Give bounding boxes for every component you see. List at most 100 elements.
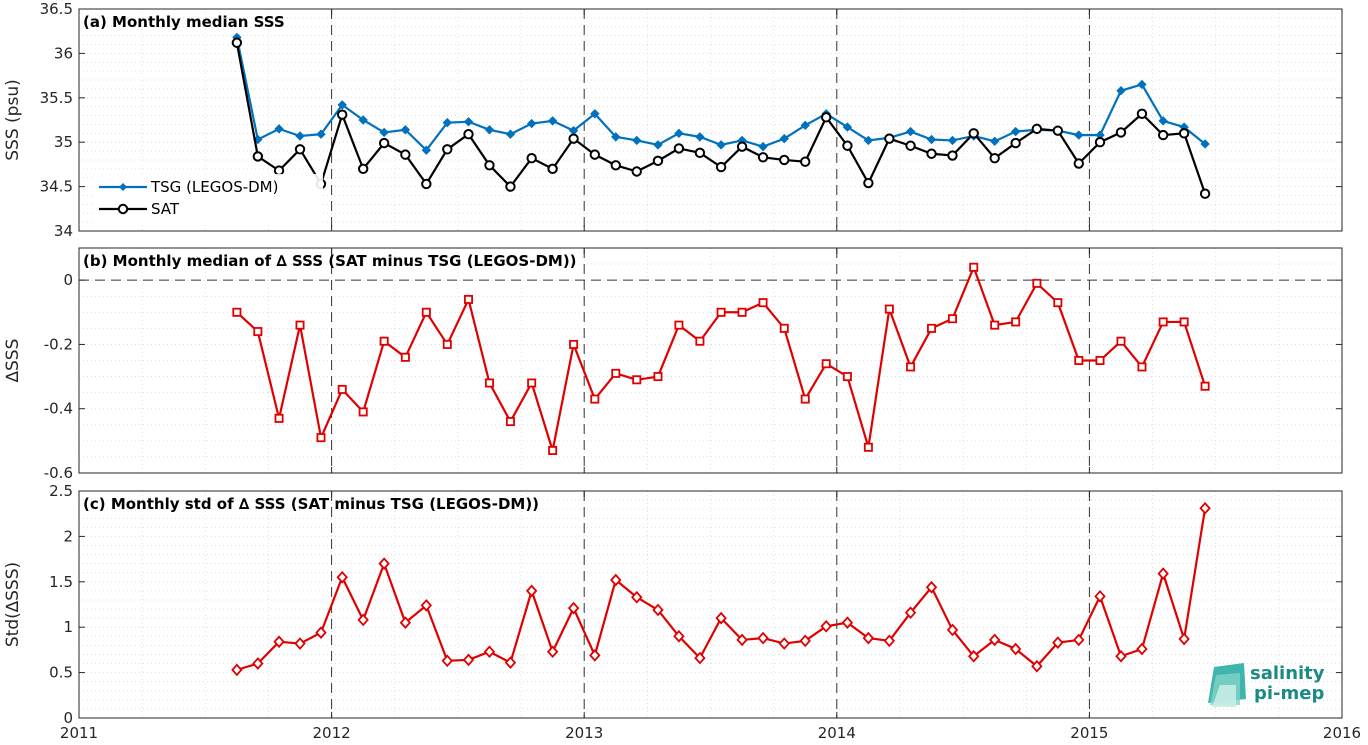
data-point <box>1073 633 1085 647</box>
data-point <box>906 362 916 372</box>
data-point <box>652 155 664 167</box>
panel-title: (b) Monthly median of ∆ SSS (SAT minus T… <box>83 252 577 270</box>
y-tick-label: 0.5 <box>49 664 73 682</box>
data-point <box>716 140 726 150</box>
data-point <box>926 134 937 145</box>
data-point <box>484 378 494 388</box>
data-point <box>1052 125 1064 136</box>
y-axis-label: SSS (psu) <box>3 79 23 160</box>
x-tick-label: 2012 <box>313 724 351 742</box>
data-point <box>1116 85 1126 96</box>
data-point <box>631 166 642 177</box>
data-point <box>925 580 938 594</box>
data-point <box>1137 79 1147 90</box>
legend-label: SAT <box>151 200 180 218</box>
data-point <box>820 619 832 633</box>
data-point <box>1053 298 1063 308</box>
data-point <box>969 262 979 272</box>
data-point <box>337 109 348 120</box>
data-point <box>1178 632 1190 646</box>
data-point <box>358 407 368 417</box>
data-point <box>1009 642 1022 656</box>
data-point <box>590 109 600 119</box>
y-tick-label: 0 <box>63 709 73 727</box>
data-point <box>968 128 979 139</box>
data-point <box>231 37 243 48</box>
panel-b: -0.6 -0.4 -0.2 0 (b) Monthly median of ∆ SSS… <box>3 247 1343 482</box>
data-point <box>1116 336 1126 346</box>
x-tick-label: 2011 <box>60 724 98 742</box>
data-point <box>547 116 558 126</box>
y-tick-label: 0 <box>63 271 73 289</box>
data-point <box>505 417 515 427</box>
data-point <box>800 394 810 404</box>
panel-c: 0 0.5 1 1.5 2 2.5 2011 2012 2013 2014 2015 2016 (c) … <box>3 482 1361 742</box>
data-point <box>947 135 958 146</box>
y-axis-label: ∆SSS <box>3 339 23 384</box>
data-point <box>779 154 790 166</box>
data-point <box>905 126 916 137</box>
data-point <box>863 442 873 452</box>
data-point <box>1073 158 1084 169</box>
data-point <box>1136 642 1148 656</box>
data-point <box>1157 567 1169 580</box>
data-point <box>421 178 432 190</box>
data-point <box>884 304 894 314</box>
data-point <box>357 613 369 627</box>
data-point <box>695 132 705 142</box>
data-point <box>1031 123 1043 135</box>
logo-line2: pi-mep <box>1254 683 1324 704</box>
panel-a: 34 34.5 35 35.5 36 36.5 (a) Monthly median SSS… <box>3 0 1343 240</box>
data-point <box>736 633 748 647</box>
data-point <box>421 307 431 317</box>
data-point <box>1137 362 1147 372</box>
data-point <box>715 161 727 173</box>
data-point <box>547 163 558 175</box>
data-point <box>295 320 305 330</box>
y-tick-label: 35.5 <box>40 89 73 107</box>
data-point <box>863 135 874 146</box>
y-tick-label: -0.6 <box>44 464 73 482</box>
data-point <box>337 100 347 110</box>
data-point <box>799 634 811 648</box>
data-point <box>295 131 305 141</box>
data-point <box>569 339 579 349</box>
y-tick-label: 1.5 <box>49 573 73 591</box>
data-point <box>273 635 285 649</box>
panel-title: (a) Monthly median SSS <box>83 13 285 31</box>
data-point <box>441 654 454 668</box>
data-point <box>252 151 264 162</box>
data-point <box>232 307 242 317</box>
data-point <box>694 651 706 665</box>
data-point <box>757 631 769 645</box>
data-point <box>842 140 853 151</box>
data-point <box>1178 128 1190 139</box>
data-point <box>800 156 811 167</box>
data-point <box>1095 355 1105 365</box>
data-point <box>674 320 684 330</box>
data-point <box>463 129 474 140</box>
data-point <box>1094 137 1106 148</box>
data-point <box>715 611 727 625</box>
data-point <box>779 323 789 333</box>
data-point <box>988 633 1001 647</box>
y-tick-label: 2 <box>63 527 73 545</box>
data-point <box>336 570 348 584</box>
data-point <box>631 590 643 604</box>
data-point <box>357 163 369 175</box>
y-tick-label: 34.5 <box>40 178 73 196</box>
data-point <box>758 141 768 152</box>
salinity-pimep-logo: salinity pi-mep <box>1208 663 1325 707</box>
data-point <box>632 135 642 146</box>
data-point <box>379 127 389 138</box>
y-axis-label: Std(∆SSS) <box>3 562 23 647</box>
data-point <box>1074 355 1084 365</box>
data-point <box>399 616 412 630</box>
data-point <box>927 323 937 333</box>
data-point <box>1052 636 1064 649</box>
data-point <box>779 133 789 144</box>
data-point <box>757 152 769 163</box>
data-point <box>504 656 517 669</box>
data-point <box>316 433 326 443</box>
data-point <box>483 645 496 659</box>
